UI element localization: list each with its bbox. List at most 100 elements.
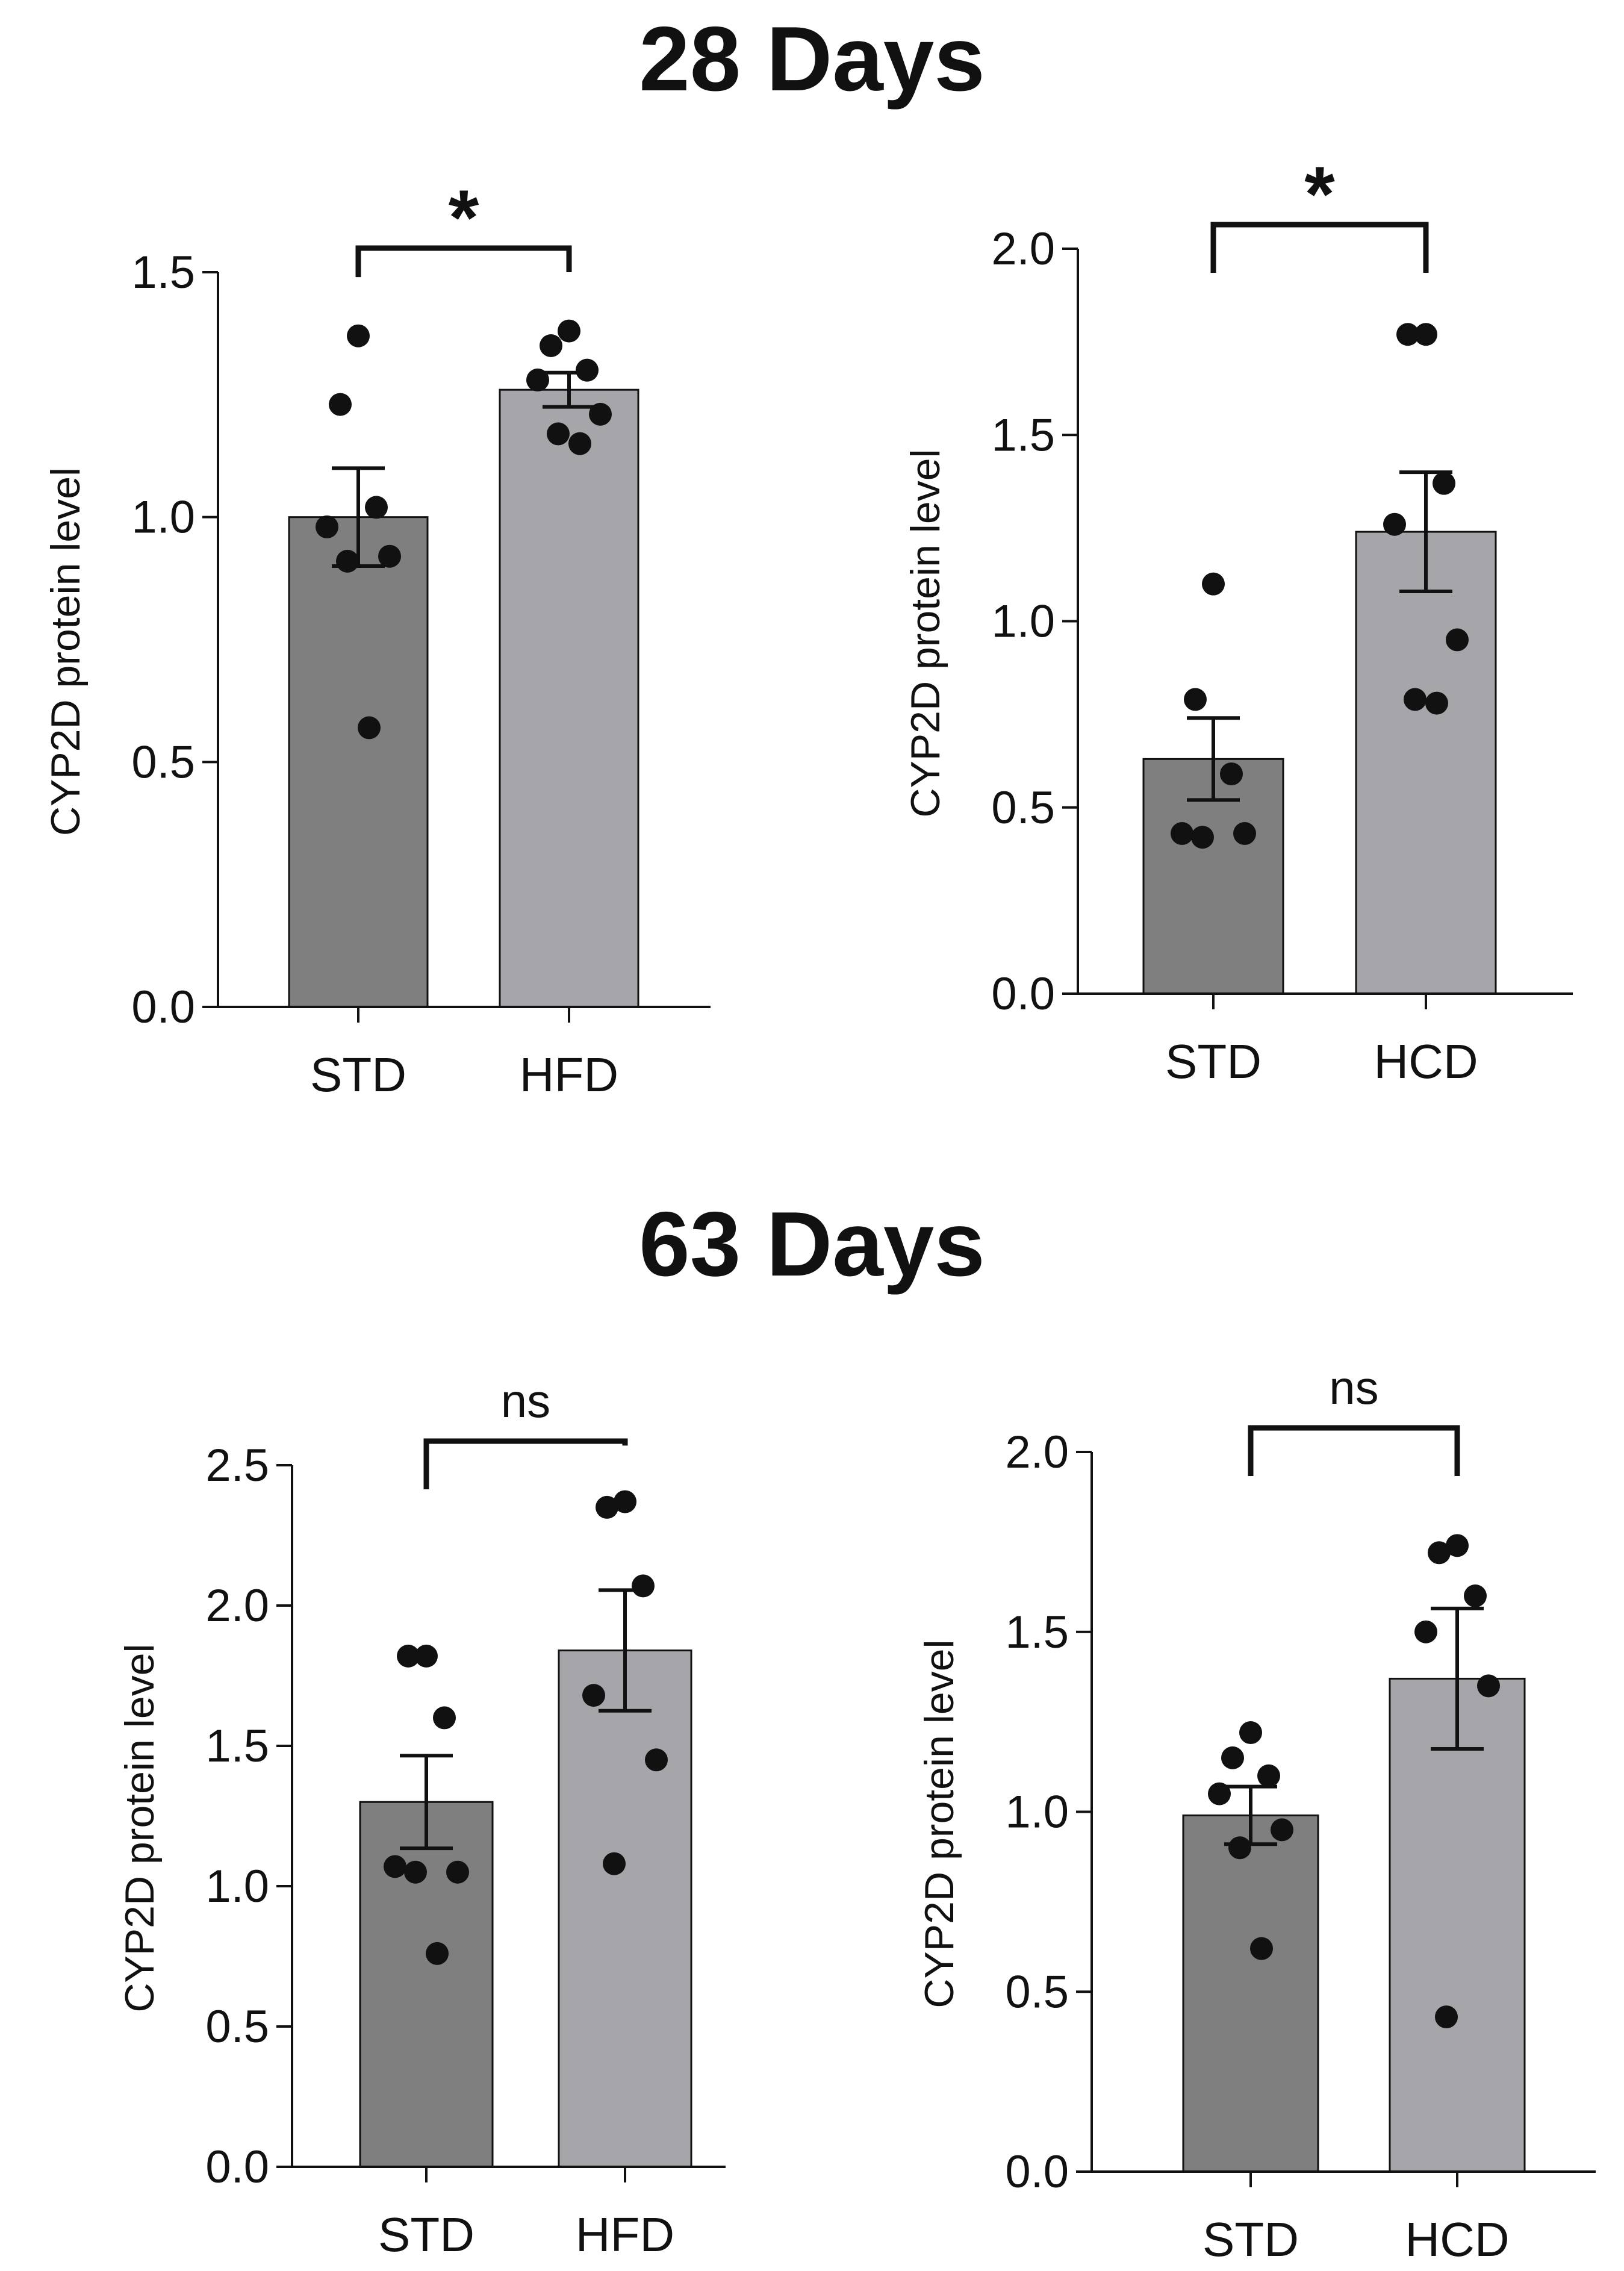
bar-hcd [1389,1677,1526,2173]
data-point-hfd [632,1574,655,1598]
data-point-std [415,1644,438,1668]
data-point-hcd [1435,2005,1458,2029]
y-tick-label: 2.0 [991,223,1055,275]
y-tick-label: 0.5 [131,737,195,788]
bar-std [288,516,429,1008]
data-point-std [426,1942,449,1965]
y-tick-label: 0.0 [205,2142,269,2193]
y-tick-label: 0.0 [991,968,1055,1020]
data-point-hcd [1404,688,1426,711]
data-point-hfd [596,1495,618,1519]
y-tick-label: 0.5 [991,782,1055,833]
data-point-std [1250,1937,1273,1960]
data-point-std [1191,826,1214,849]
data-point-std [1220,762,1243,786]
error-bar-hcd [1431,1606,1484,1751]
data-point-hfd [547,422,570,446]
x-tick-label-std: STD [378,2208,474,2261]
data-point-hcd [1414,323,1437,346]
data-point-std [1171,822,1193,846]
data-point-std [446,1860,469,1884]
y-tick-label: 0.0 [131,982,195,1033]
data-point-hcd [1428,1541,1451,1565]
y-axis-label: CYP2D protein level [43,467,89,836]
chart-2: 0.0 0.5 1.0 1.5 2.0 STD HCD CYP2D protein level… [903,150,1573,1088]
data-point-std [1239,1721,1262,1745]
x-tick-label-hfd: HFD [576,2208,674,2261]
bar-std [359,1801,494,2168]
significance-label: * [1304,150,1335,238]
data-point-hcd [1414,1620,1437,1643]
chart-1: 0.0 0.5 1.0 1.5 STD HFD CYP2D protein level * [43,173,711,1101]
data-point-hcd [1477,1674,1500,1698]
data-point-std [433,1706,456,1730]
data-point-std [1184,688,1207,711]
data-point-std [1208,1782,1231,1805]
data-point-std [404,1860,427,1884]
bar-hcd [1355,531,1497,995]
data-point-hfd [558,319,580,343]
data-point-std [347,324,370,347]
y-tick-label: 1.0 [205,1861,269,1912]
y-tick-label: 1.0 [131,492,195,543]
data-point-std [1257,1764,1280,1787]
significance-label: ns [1329,1361,1378,1414]
significance-bracket [355,245,572,278]
chart-4: 0.0 0.5 1.0 1.5 2.0 STD HCD CYP2D protein level… [916,1361,1596,2266]
data-point-hcd [1425,691,1448,715]
data-point-hfd [614,1490,636,1513]
y-tick-label: 0.5 [205,2001,269,2052]
significance-bracket [423,1438,628,1489]
data-point-hfd [568,432,591,455]
y-tick-label: 1.0 [1005,1787,1069,1838]
x-tick-label-std: STD [1165,1035,1262,1088]
data-point-hfd [540,334,562,357]
y-tick-label: 1.5 [205,1721,269,1772]
data-point-std [358,716,381,740]
data-point-std [397,1644,420,1668]
data-point-std [365,496,388,519]
y-tick-label: 1.0 [991,596,1055,647]
data-point-std [378,544,401,568]
y-tick-label: 1.5 [991,410,1055,461]
data-point-hfd [576,358,599,382]
y-axis-label: CYP2D protein level [916,1639,962,2008]
data-point-std [1233,822,1256,846]
data-point-std [316,515,338,538]
data-point-hfd [603,1852,626,1875]
y-axis-label: CYP2D protein level [117,1643,163,2012]
significance-bracket [1248,1425,1460,1476]
significance-label: * [449,173,479,261]
data-point-std [1202,572,1225,596]
bar-hfd [558,1650,692,2168]
data-point-hfd [526,368,549,391]
data-point-hcd [1396,323,1419,346]
data-point-std [336,549,359,573]
error-bar-std [1187,716,1240,802]
x-tick-label-hcd: HCD [1405,2213,1509,2266]
data-point-std [384,1855,406,1878]
x-tick-label-std: STD [310,1048,406,1101]
y-tick-label: 1.5 [131,247,195,298]
data-point-hfd [645,1748,668,1772]
data-point-hfd [582,1684,605,1707]
data-point-std [1271,1818,1293,1842]
y-tick-label: 1.5 [1005,1607,1069,1658]
data-point-std [329,393,352,416]
significance-bracket [1210,222,1429,273]
bar-std [1142,758,1284,995]
y-tick-label: 2.0 [1005,1427,1069,1478]
y-tick-label: 2.0 [205,1580,269,1631]
data-point-hcd [1446,1534,1469,1557]
chart-3: 0.0 0.5 1.0 1.5 2.0 2.5 STD HFD CYP2D protein le… [117,1374,726,2261]
significance-label: ns [501,1374,550,1427]
data-point-std [1228,1836,1251,1860]
data-point-hfd [589,402,612,426]
y-tick-label: 0.0 [1005,2146,1069,2198]
data-point-hcd [1383,512,1406,536]
section-title-28-days: 28 Days [639,8,985,110]
data-point-hcd [1446,628,1469,652]
y-tick-label: 0.5 [1005,1966,1069,2017]
data-point-hcd [1464,1584,1487,1607]
